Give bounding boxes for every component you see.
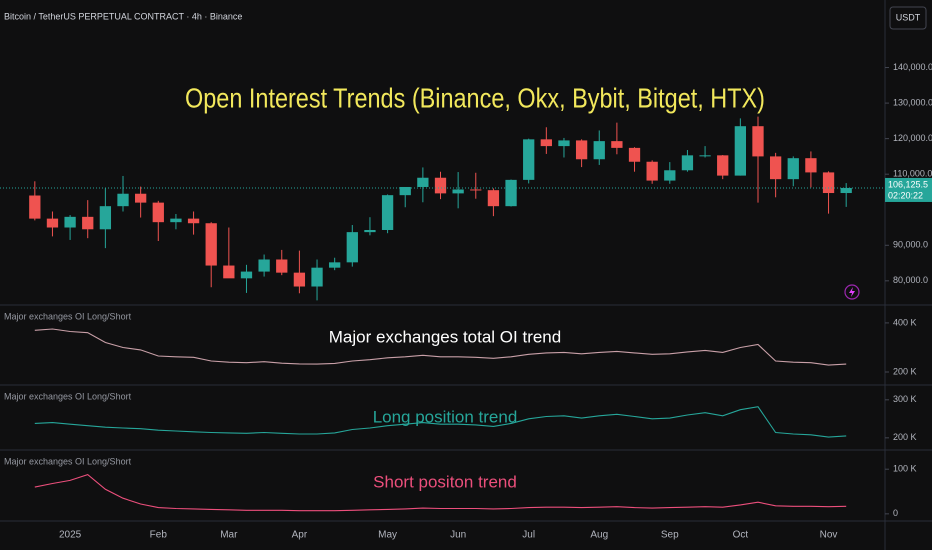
candle-body — [611, 141, 623, 148]
candle-body — [311, 267, 323, 287]
oi-line — [34, 473, 847, 512]
candle-body — [417, 177, 429, 187]
x-tick-label: Mar — [220, 530, 238, 541]
candle-body — [575, 140, 588, 160]
candle-body — [258, 259, 270, 272]
candle-body — [717, 155, 729, 176]
candle-body — [734, 126, 746, 176]
y-tick-label: 400 K — [893, 317, 917, 327]
x-tick-label: Apr — [292, 530, 308, 541]
pane-title: Short positon trend — [373, 472, 517, 491]
candle-body — [681, 155, 694, 171]
y-tick-label: 90,000.0 — [893, 240, 928, 250]
alert-icon-bolt — [849, 287, 855, 297]
candle-body — [452, 189, 464, 194]
y-tick-label: 130,000.0 — [893, 97, 932, 107]
oi-line — [34, 328, 847, 366]
candle-body — [64, 216, 76, 228]
alert-icon[interactable] — [844, 284, 860, 300]
x-tick-label: Jul — [522, 530, 535, 541]
oi-line — [34, 406, 847, 438]
candle-body — [99, 206, 112, 230]
candle-body — [399, 186, 411, 196]
x-tick-label: Jun — [450, 530, 466, 541]
x-tick-label: Oct — [733, 530, 749, 541]
candle-body — [46, 218, 59, 228]
symbol-header: Bitcoin / TetherUS PERPETUAL CONTRACT · … — [4, 11, 242, 21]
candle-body — [628, 147, 641, 162]
candle-body — [470, 189, 482, 191]
x-tick-label: 2025 — [59, 530, 82, 541]
y-tick-label: 0 — [893, 508, 898, 518]
y-tick-label: 120,000.0 — [893, 133, 932, 143]
candle-body — [558, 140, 570, 147]
y-tick-label: 200 K — [893, 366, 917, 376]
candle-body — [293, 272, 306, 287]
candle-body — [787, 158, 799, 180]
candle-body — [205, 223, 217, 266]
candle-body — [840, 187, 852, 194]
last-price-label: 106,125.5 — [888, 179, 928, 189]
y-tick-label: 200 K — [893, 432, 917, 442]
chart-title: Open Interest Trends (Binance, Okx, Bybi… — [185, 82, 765, 113]
candle-body — [82, 216, 94, 230]
countdown-label: 02:20:22 — [888, 190, 923, 200]
candle-body — [487, 190, 500, 207]
last-price-tag — [885, 177, 932, 202]
candle-body — [135, 193, 147, 203]
pane-title: Long position trend — [373, 407, 518, 426]
candle-body — [805, 158, 817, 173]
candle-body — [117, 193, 129, 207]
candle-body — [346, 232, 358, 263]
candle-body — [646, 161, 658, 181]
candle-body — [152, 202, 164, 223]
candle-body — [699, 155, 711, 157]
currency-label[interactable]: USDT — [896, 12, 921, 22]
candle-body — [434, 177, 447, 194]
candle-body — [822, 172, 835, 194]
pane-legend: Major exchanges OI Long/Short — [4, 456, 132, 466]
pane-legend: Major exchanges OI Long/Short — [4, 311, 132, 321]
candle-body — [329, 262, 341, 268]
candle-body — [505, 179, 517, 207]
candle-body — [769, 156, 782, 180]
candle-body — [29, 195, 41, 219]
candle-body — [364, 229, 376, 233]
y-tick-label: 140,000.0 — [893, 62, 932, 72]
candle-body — [240, 271, 253, 279]
x-tick-label: Aug — [590, 530, 608, 541]
candle-body — [593, 141, 605, 160]
candle-body — [276, 259, 288, 273]
y-tick-label: 110,000.0 — [893, 169, 932, 179]
candle-body — [223, 265, 235, 279]
pane-title: Major exchanges total OI trend — [329, 327, 561, 346]
currency-button[interactable] — [889, 6, 927, 30]
x-tick-label: May — [378, 530, 397, 541]
candle-body — [664, 170, 676, 181]
candle-body — [752, 126, 764, 157]
x-tick-label: Sep — [661, 530, 679, 541]
x-tick-label: Nov — [820, 530, 838, 541]
candle-body — [381, 195, 394, 230]
candle-body — [540, 139, 552, 147]
y-tick-label: 100 K — [893, 464, 917, 474]
y-tick-label: 80,000.0 — [893, 275, 928, 285]
candle-body — [170, 218, 182, 223]
y-tick-label: 300 K — [893, 394, 917, 404]
x-tick-label: Feb — [150, 530, 168, 541]
pane-legend: Major exchanges OI Long/Short — [4, 391, 132, 401]
candle-body — [187, 218, 200, 224]
candle-body — [523, 139, 535, 180]
